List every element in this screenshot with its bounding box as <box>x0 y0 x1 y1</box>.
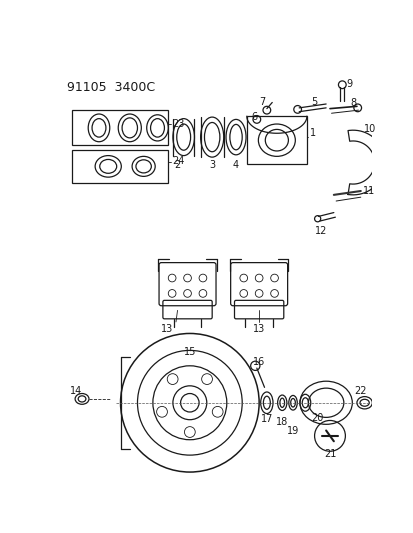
Text: 16: 16 <box>252 357 265 367</box>
Text: 14: 14 <box>70 386 82 396</box>
Text: 19: 19 <box>286 426 299 436</box>
Text: 3: 3 <box>209 160 215 170</box>
Text: 18: 18 <box>275 417 288 426</box>
Text: 7: 7 <box>259 97 265 107</box>
Text: 23: 23 <box>172 119 184 130</box>
Text: 6: 6 <box>251 112 257 122</box>
Text: 2: 2 <box>174 160 180 170</box>
Text: 5: 5 <box>311 97 317 107</box>
Bar <box>72 150 168 183</box>
Bar <box>72 110 168 145</box>
Text: 11: 11 <box>362 186 375 196</box>
Text: 13: 13 <box>252 324 265 334</box>
Bar <box>246 116 306 164</box>
Text: 9: 9 <box>345 79 351 90</box>
Text: 4: 4 <box>233 160 239 170</box>
Text: 15: 15 <box>183 348 196 357</box>
Text: 21: 21 <box>323 449 335 459</box>
Text: 1: 1 <box>309 128 316 138</box>
Text: 24: 24 <box>172 156 184 166</box>
Text: 17: 17 <box>260 414 272 424</box>
Text: 20: 20 <box>311 413 323 423</box>
Text: 12: 12 <box>314 225 326 236</box>
Text: 22: 22 <box>354 386 366 396</box>
Text: 91105  3400C: 91105 3400C <box>66 81 154 94</box>
Text: 13: 13 <box>160 324 173 334</box>
Text: 10: 10 <box>363 124 375 134</box>
Text: 8: 8 <box>349 98 355 108</box>
